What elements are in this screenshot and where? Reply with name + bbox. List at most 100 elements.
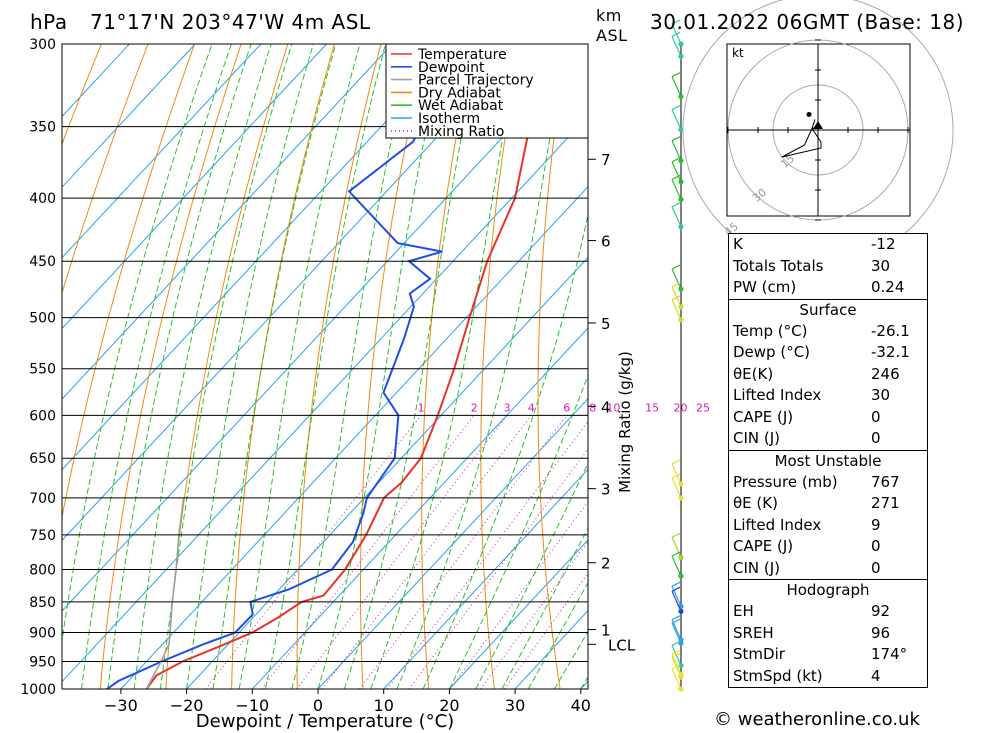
x-tick-label: −10 (235, 696, 269, 715)
storm-motion-marker (813, 121, 823, 129)
wind-level-dot (678, 573, 684, 579)
wind-barb (671, 654, 682, 675)
mixing-ratio-line (321, 414, 532, 689)
wind-barb-flag (671, 105, 681, 111)
wind-barb-flag (671, 174, 681, 180)
surface-label: Temp (°C) (733, 321, 808, 340)
wind-level-dot (678, 286, 684, 292)
wind-level-dot (678, 94, 684, 100)
wind-level-dot (678, 196, 684, 203)
index-label: PW (cm) (733, 278, 797, 296)
wet-adiabat-line (133, 44, 272, 689)
wet-adiabat-line (238, 44, 361, 689)
index-label: K (733, 235, 743, 253)
wind-barb-flag (671, 473, 681, 479)
km-tick-label: 3 (601, 481, 611, 499)
isotherm-line (62, 44, 393, 400)
mu-row: CAPE (J) 0 (729, 536, 927, 558)
legend-box (385, 43, 589, 139)
surface-row: Lifted Index 30 (729, 385, 927, 407)
mu-value: 9 (871, 515, 881, 534)
legend-entry: Parcel Trajectory (418, 73, 534, 89)
wind-barb-flag (671, 157, 681, 163)
mixing-ratio-label: 1 (418, 401, 425, 414)
wind-barb-flag (671, 615, 681, 621)
wind-barb (671, 268, 682, 290)
hodo-row: SREH 96 (729, 623, 927, 645)
wind-level-dot (678, 495, 684, 501)
isotherm-line (62, 44, 459, 471)
surface-label: θE(K) (733, 364, 774, 383)
dry-adiabat-line (940, 44, 1000, 689)
pressure-tick-label: 750 (29, 528, 56, 544)
legend-entry: Dry Adiabat (418, 85, 501, 101)
wind-barb-flag (671, 19, 681, 25)
wind-barb (671, 477, 682, 499)
indices-panel: K -12 Totals Totals 30 PW (cm) 0.24 Surface… (728, 233, 928, 688)
wind-barb-flag (671, 295, 681, 301)
mixing-ratio-axis-title: Mixing Ratio (g/kg) (616, 351, 634, 493)
wind-level-dot (678, 674, 684, 680)
isotherm-line (383, 468, 588, 689)
surface-value: 30 (871, 386, 891, 404)
wind-barb-flag (671, 136, 681, 142)
wind-level-dot (678, 304, 684, 310)
wet-adiabat-line (527, 581, 588, 689)
wind-level-dot (678, 317, 684, 323)
isotherm-line (62, 44, 525, 542)
wind-barb-flag (671, 282, 681, 288)
wet-adiabat-line (291, 44, 415, 689)
pressure-tick-label: 350 (29, 120, 56, 136)
surface-label: Dewp (°C) (733, 343, 811, 361)
isotherm-line (186, 256, 588, 689)
surface-value: 0 (871, 429, 881, 447)
hodo-label: StmSpd (kt) (733, 666, 823, 685)
hodo-value: 92 (871, 602, 891, 620)
wet-adiabat-line (81, 44, 232, 689)
mu-row: Pressure (mb) 767 (729, 472, 927, 494)
hodo-row: StmSpd (kt) 4 (729, 666, 927, 688)
wind-barb (671, 109, 682, 130)
surface-row: θE(K) 246 (729, 364, 927, 386)
wind-barb (671, 76, 682, 97)
mu-label: Pressure (mb) (733, 472, 838, 491)
surface-section: Surface Temp (°C) -26.1 Dewp (°C) -32.1 θE… (729, 298, 927, 450)
pressure-tick-label: 450 (29, 254, 56, 270)
x-tick-label: 10 (374, 696, 394, 715)
km-unit-label: km (596, 6, 622, 25)
dry-adiabat-line (62, 44, 149, 295)
pressure-tick-label: 500 (29, 311, 56, 327)
pressure-tick-label: 950 (29, 655, 56, 671)
wind-level-dot (678, 127, 684, 133)
index-k-row: K -12 (729, 234, 927, 256)
plot-frame (61, 43, 589, 690)
isotherm-line (62, 115, 588, 683)
temperature-line (145, 44, 571, 689)
isotherm-line (62, 44, 130, 118)
index-pw-row: PW (cm) 0.24 (729, 277, 927, 299)
surface-row: Dewp (°C) -32.1 (729, 342, 927, 364)
surface-row: Temp (°C) -26.1 (729, 321, 927, 343)
wind-barb (671, 537, 682, 558)
mixing-ratio-label: 6 (563, 401, 570, 414)
km-tick-label: 7 (601, 151, 611, 169)
most-unstable-section: Most Unstable Pressure (mb) 767 θE (K) 271… (729, 449, 927, 580)
km-tick-label: 2 (601, 555, 611, 573)
km-tick-label: 1 (601, 622, 611, 640)
copyright-footer: © weatheronline.co.uk (714, 709, 920, 730)
mixing-ratio-label: 4 (528, 401, 535, 414)
lcl-label: LCL (608, 636, 636, 654)
wet-adiabat-line (159, 44, 293, 689)
wind-barb (671, 179, 682, 200)
mu-label: θE (K) (733, 494, 778, 512)
wind-level-dot (678, 662, 684, 669)
dry-adiabat-line (986, 44, 1000, 689)
wet-adiabat-line (422, 212, 588, 689)
mu-value: 0 (871, 537, 881, 555)
wind-barb-flag (671, 581, 681, 587)
pressure-tick-label: 850 (29, 595, 56, 611)
hodo-value: 174° (871, 645, 908, 663)
legend-entry: Isotherm (418, 111, 480, 127)
mu-label: CIN (J) (733, 558, 781, 577)
